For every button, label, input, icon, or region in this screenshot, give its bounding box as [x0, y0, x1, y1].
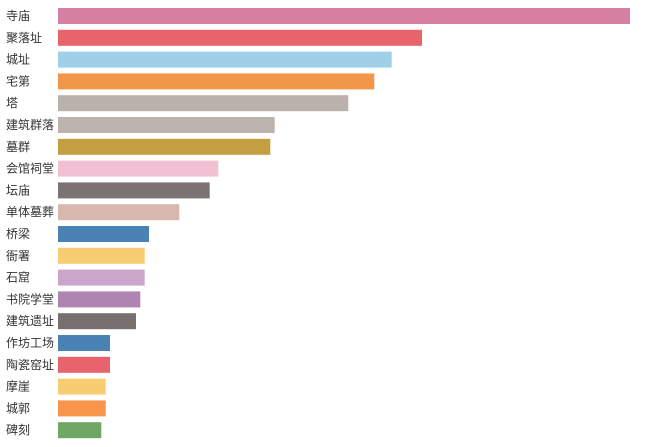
- category-label-2: 城址: [6, 53, 30, 67]
- category-label-17: 摩崖: [6, 379, 30, 394]
- category-label-13: 书院学堂: [6, 291, 54, 306]
- bars: [58, 8, 630, 439]
- category-label-16: 陶瓷窑址: [6, 357, 54, 372]
- category-label-3: 宅第: [6, 73, 30, 88]
- bar-0: [58, 8, 630, 24]
- bar-8: [58, 182, 210, 199]
- category-label-4: 塔: [6, 96, 18, 110]
- category-label-6: 墓群: [6, 140, 30, 154]
- bar-6: [58, 138, 271, 155]
- bar-18: [58, 400, 106, 417]
- category-label-18: 城郭: [6, 401, 30, 415]
- bar-4: [58, 95, 349, 112]
- bar-16: [58, 356, 110, 373]
- category-labels: 寺庙聚落址城址宅第塔建筑群落墓群会馆祠堂坛庙单体墓葬桥梁衙署石窟书院学堂建筑遗址…: [6, 9, 54, 437]
- category-label-19: 碑刻: [6, 422, 30, 437]
- bar-11: [58, 247, 145, 264]
- category-label-5: 建筑群落: [6, 117, 54, 132]
- category-label-9: 单体墓葬: [6, 205, 54, 219]
- bar-5: [58, 117, 275, 133]
- category-label-11: 衙署: [6, 249, 30, 263]
- bar-10: [58, 226, 149, 242]
- category-label-0: 寺庙: [6, 9, 30, 23]
- category-label-14: 建筑遗址: [6, 313, 54, 328]
- bar-2: [58, 51, 392, 68]
- bar-3: [58, 73, 375, 90]
- category-label-1: 聚落址: [6, 31, 42, 45]
- category-label-12: 石窟: [6, 270, 30, 285]
- category-label-7: 会馆祠堂: [6, 161, 54, 176]
- bar-7: [58, 160, 219, 177]
- bar-1: [58, 29, 422, 46]
- category-label-15: 作坊工场: [6, 335, 54, 350]
- category-label-10: 桥梁: [6, 226, 30, 241]
- bar-12: [58, 269, 145, 286]
- bar-15: [58, 335, 110, 351]
- bar-19: [58, 422, 102, 439]
- bar-9: [58, 204, 180, 221]
- bar-17: [58, 378, 106, 395]
- bar-13: [58, 291, 141, 308]
- category-label-8: 坛庙: [6, 183, 30, 197]
- bar-14: [58, 313, 136, 330]
